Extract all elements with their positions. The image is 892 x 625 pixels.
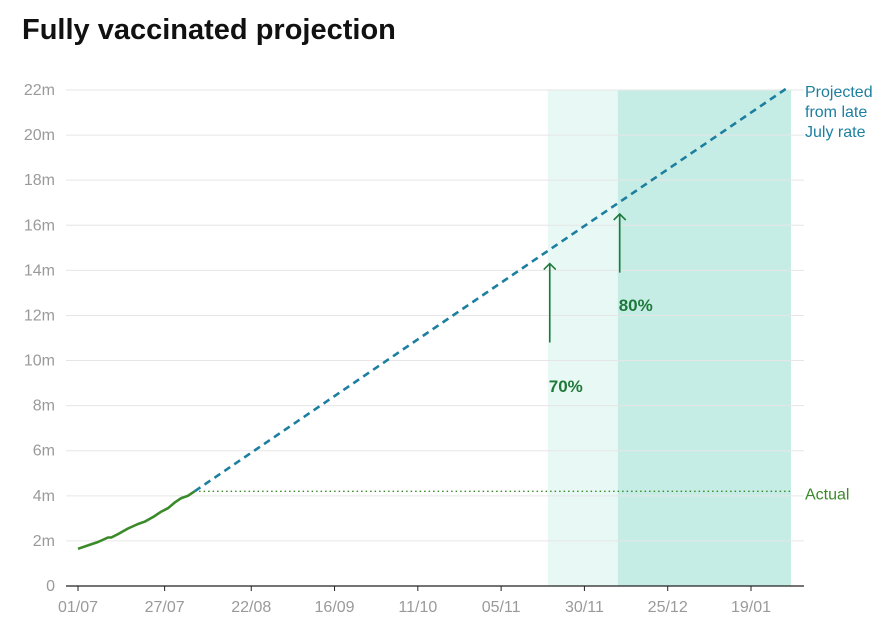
x-tick-label: 01/07 [58, 599, 98, 616]
y-tick-label: 6m [33, 443, 55, 460]
y-tick-label: 12m [24, 307, 55, 324]
y-tick-label: 8m [33, 398, 55, 415]
label-70-percent: 70% [549, 377, 583, 396]
label-80-percent: 80% [619, 296, 653, 315]
x-tick-label: 05/11 [482, 599, 521, 616]
x-tick-label: 27/07 [145, 599, 185, 616]
band-70-percent [547, 90, 618, 586]
x-tick-label: 25/12 [648, 599, 688, 616]
arrowhead-80-percent [613, 212, 627, 221]
band-80-percent [617, 90, 791, 586]
y-tick-label: 18m [24, 172, 55, 189]
x-tick-label: 30/11 [565, 599, 604, 616]
projected-series-label: Projected from late July rate [805, 84, 873, 141]
x-tick-label: 11/10 [398, 599, 437, 616]
y-tick-label: 4m [33, 488, 55, 505]
x-tick-label: 19/01 [731, 599, 771, 616]
y-tick-label: 22m [24, 82, 55, 99]
y-tick-label: 16m [24, 217, 55, 234]
y-tick-label: 10m [24, 353, 55, 370]
y-tick-label: 2m [33, 533, 55, 550]
actual-series-label: Actual [805, 486, 849, 503]
arrowhead-70-percent [543, 262, 557, 271]
y-tick-label: 14m [24, 262, 55, 279]
y-tick-label: 0 [46, 578, 55, 595]
x-tick-label: 22/08 [231, 599, 271, 616]
x-tick-label: 16/09 [315, 599, 355, 616]
actual-series-line [77, 490, 196, 551]
y-tick-label: 20m [24, 127, 55, 144]
chart-title: Fully vaccinated projection [22, 14, 396, 46]
